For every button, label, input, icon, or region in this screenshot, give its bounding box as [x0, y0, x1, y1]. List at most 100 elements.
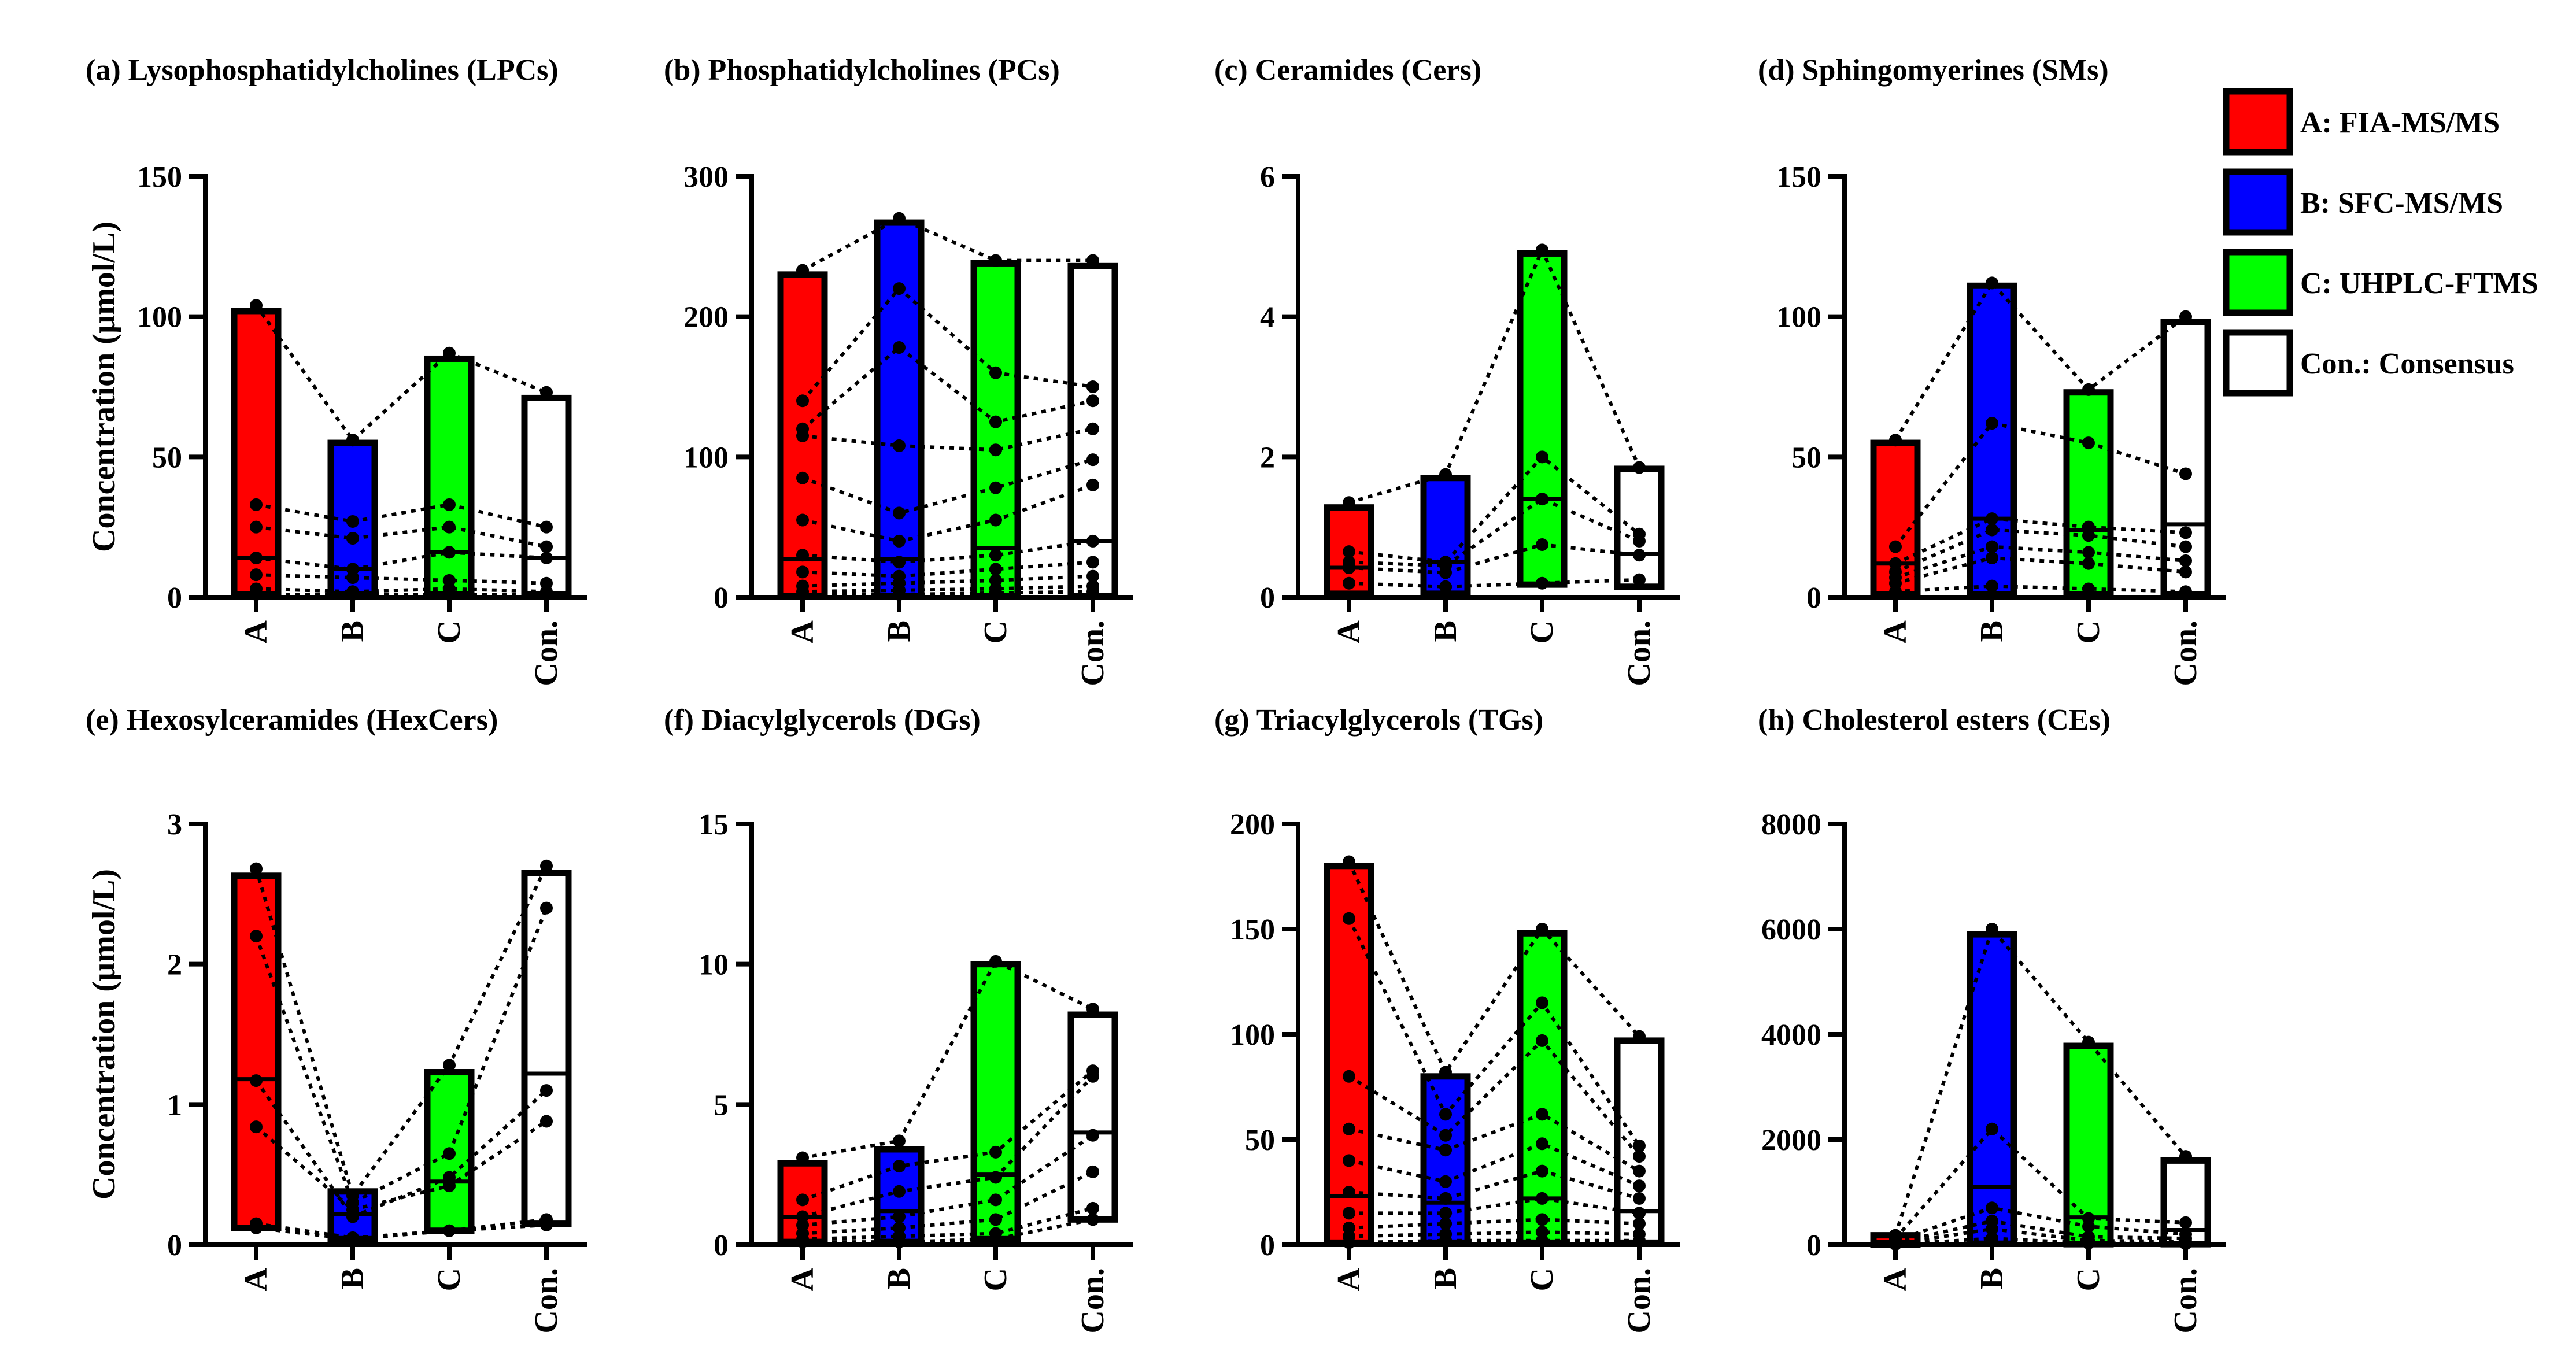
data-point — [1343, 1070, 1355, 1083]
panel-title: (f) Diacylglycerols (DGs) — [664, 704, 981, 737]
data-point — [1889, 540, 1902, 553]
species-line — [254, 304, 548, 443]
data-point — [346, 515, 359, 528]
data-point — [893, 534, 906, 548]
data-point — [1086, 1165, 1099, 1178]
species-line — [802, 427, 1093, 452]
data-point — [1343, 496, 1355, 509]
data-point — [989, 563, 1002, 576]
data-point — [1536, 450, 1548, 464]
data-point — [1086, 1129, 1099, 1142]
species-line — [255, 1119, 548, 1212]
data-point — [1439, 1144, 1452, 1157]
y-tick-label: 300 — [683, 161, 729, 194]
data-point — [1633, 461, 1646, 474]
species-line — [801, 345, 1093, 431]
data-point — [1439, 468, 1452, 481]
species-line — [1894, 528, 2186, 574]
panel-3: (d) Sphingomyerines (SMs) 0 50 100 150 A B C Con… — [1758, 54, 2226, 686]
panel-title: (h) Cholesterol esters (CEs) — [1758, 704, 2111, 737]
species-line — [1894, 421, 2186, 548]
data-point — [2179, 565, 2192, 579]
species-line — [1347, 861, 1641, 1076]
data-point — [1536, 1192, 1548, 1205]
data-point — [1439, 1192, 1452, 1205]
data-point — [893, 282, 906, 295]
species-line — [1895, 584, 2186, 594]
species-line — [1348, 1218, 1640, 1230]
y-tick-label: 4000 — [1761, 1019, 1821, 1052]
panel-1: (b) Phosphatidylcholines (PCs) 0 100 200 300… — [664, 54, 1133, 686]
y-tick-label: 100 — [683, 441, 729, 474]
y-tick-label: 1 — [167, 1089, 182, 1122]
panel-6: (g) Triacylglycerols (TGs) 0 50 100 150 200 A B… — [1214, 704, 1680, 1334]
data-point — [1439, 1207, 1452, 1220]
data-point — [2082, 582, 2095, 595]
x-tick-label: A — [1331, 1267, 1367, 1291]
panel-title: (e) Hexosylceramides (HexCers) — [86, 704, 498, 737]
data-point — [443, 498, 456, 511]
data-point — [1536, 1034, 1548, 1047]
data-point — [1439, 1217, 1452, 1230]
data-point — [1343, 855, 1355, 868]
data-point — [796, 1151, 809, 1164]
data-point — [893, 212, 906, 225]
data-point — [540, 386, 553, 399]
data-point — [250, 299, 263, 312]
species-line — [1348, 1169, 1640, 1200]
data-point — [1086, 569, 1099, 583]
data-point — [1439, 580, 1452, 593]
data-point — [1536, 1164, 1548, 1178]
data-point — [1086, 1003, 1099, 1016]
x-tick-label: A — [785, 1267, 821, 1291]
panel-title: (g) Triacylglycerols (TGs) — [1214, 704, 1543, 737]
species-line — [1894, 925, 2187, 1236]
panel-7: (h) Cholesterol esters (CEs) 0 2000 4000 600… — [1758, 704, 2226, 1334]
data-point — [1086, 254, 1099, 267]
data-point — [1536, 1213, 1548, 1226]
data-point — [1343, 1122, 1355, 1135]
data-point — [1986, 417, 1998, 430]
data-point — [1086, 585, 1099, 598]
y-tick-label: 0 — [714, 582, 729, 615]
species-line — [1348, 245, 1641, 505]
data-point — [989, 1145, 1002, 1159]
data-point — [1633, 1217, 1646, 1230]
data-point — [2082, 1035, 2095, 1049]
y-tick-label: 50 — [152, 441, 182, 474]
y-tick-label: 2 — [1260, 441, 1275, 474]
data-point — [443, 1059, 456, 1072]
data-point — [540, 859, 553, 872]
species-line — [256, 587, 547, 594]
bar-C — [424, 355, 475, 598]
x-tick-label: B — [1974, 620, 2010, 642]
legend-swatch — [2223, 88, 2293, 156]
data-point — [989, 1213, 1002, 1226]
y-tick-label: 3 — [167, 808, 182, 841]
data-point — [540, 520, 553, 534]
species-line — [1348, 1238, 1639, 1245]
data-point — [989, 366, 1002, 379]
data-point — [989, 549, 1002, 562]
data-point — [1633, 1179, 1646, 1193]
data-point — [1536, 493, 1548, 506]
panel-5: (f) Diacylglycerols (DGs) 0 5 10 15 A B C Con. — [664, 704, 1133, 1334]
data-point — [796, 1193, 809, 1207]
data-point — [1086, 478, 1099, 491]
data-point — [989, 415, 1002, 428]
species-line — [1348, 1038, 1641, 1158]
data-point — [250, 1074, 263, 1087]
species-line — [802, 539, 1093, 564]
data-point — [1086, 556, 1099, 569]
species-line — [1348, 542, 1640, 575]
data-point — [1633, 1139, 1646, 1152]
bar-Con. — [1067, 1011, 1118, 1223]
data-point — [1343, 576, 1355, 590]
x-tick-label: Con. — [528, 620, 564, 686]
species-line — [802, 1075, 1095, 1219]
x-tick-label: Con. — [1075, 1268, 1111, 1334]
species-line — [1349, 1196, 1640, 1215]
species-line — [1348, 1230, 1640, 1238]
data-point — [1536, 538, 1548, 551]
data-point — [346, 532, 359, 545]
